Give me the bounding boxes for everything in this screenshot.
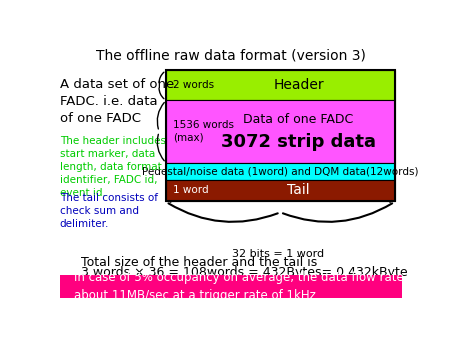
Text: Header: Header <box>273 78 324 93</box>
Bar <box>166 71 395 201</box>
Bar <box>166 100 395 163</box>
Text: The header includes
start marker, data
length, data format
identifier, FADC id,
: The header includes start marker, data l… <box>60 136 166 198</box>
Text: The offline raw data format (version 3): The offline raw data format (version 3) <box>96 48 365 63</box>
Text: 1 word: 1 word <box>173 185 209 195</box>
Bar <box>60 275 401 298</box>
Text: 1536 words
(max): 1536 words (max) <box>173 120 234 143</box>
Text: 3 words × 36 = 108words = 432Bytes= 0.432kByte: 3 words × 36 = 108words = 432Bytes= 0.43… <box>81 266 407 279</box>
Bar <box>166 163 395 180</box>
Text: Data of one FADC: Data of one FADC <box>243 114 354 126</box>
Text: 2 words: 2 words <box>173 80 214 91</box>
Text: 3072 strip data: 3072 strip data <box>221 133 376 151</box>
Text: In case of 5% occupancy on average, the data flow rate is
about 11MB/sec at a tr: In case of 5% occupancy on average, the … <box>74 271 417 302</box>
Bar <box>166 180 395 201</box>
Text: 32 bits = 1 word: 32 bits = 1 word <box>232 249 324 259</box>
Text: Tail: Tail <box>287 183 310 197</box>
Text: Pedestal/noise data (1word) and DQM data(12words): Pedestal/noise data (1word) and DQM data… <box>142 166 419 176</box>
Bar <box>166 71 395 100</box>
Text: A data set of one
FADC. i.e. data
of one FADC: A data set of one FADC. i.e. data of one… <box>60 78 174 125</box>
Text: Total size of the header and the tail is: Total size of the header and the tail is <box>81 256 317 269</box>
Text: The tail consists of
check sum and
delimiter.: The tail consists of check sum and delim… <box>60 193 158 229</box>
